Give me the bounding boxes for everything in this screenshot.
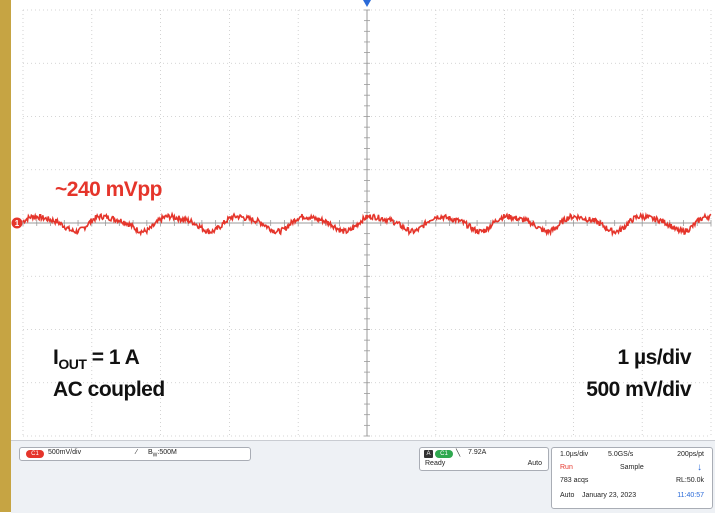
trigger-mode: Auto	[527, 460, 542, 467]
acq-time-div: 1.0µs/div	[560, 451, 589, 458]
trigger-a-badge: A	[424, 450, 433, 458]
waveform-plot: 1	[11, 0, 715, 440]
acq-trigger-mode: Auto	[560, 492, 575, 499]
acq-run-state: Run	[560, 464, 573, 471]
current-annotation: IOUT = 1 A	[53, 346, 140, 372]
current-value: = 1 A	[86, 346, 140, 369]
acq-time: 11:40:57	[677, 492, 704, 499]
channel1-marker	[11, 217, 23, 229]
coupling-annotation: AC coupled	[53, 378, 165, 401]
bandwidth-letter: B	[148, 449, 153, 456]
bandwidth-icon: ⁄	[136, 449, 138, 456]
acquisition-settings[interactable]: 1.0µs/div 5.0GS/s 200ps/pt Run Sample ↓ …	[551, 447, 713, 509]
trigger-position-marker	[363, 0, 371, 7]
status-bar: C1 500mV/div ⁄ BW:500M A C1 ╲ 7.92A Read…	[11, 440, 715, 513]
ch1-waveform	[22, 211, 712, 238]
acq-time-per-point: 200ps/pt	[677, 451, 704, 458]
acq-count: 783 acqs	[560, 477, 589, 484]
acq-mode: Sample	[620, 464, 644, 471]
waveform-svg: 1	[11, 0, 712, 437]
channel1-badge: C1	[26, 450, 44, 458]
trigger-settings[interactable]: A C1 ╲ 7.92A Ready Auto	[419, 447, 549, 471]
channel1-scale: 500mV/div	[48, 449, 82, 456]
channel1-marker-label: 1	[15, 219, 20, 228]
current-subscript: OUT	[58, 356, 87, 372]
channel1-settings[interactable]: C1 500mV/div ⁄ BW:500M	[19, 447, 251, 461]
acq-record-length: RL:50.0k	[675, 477, 704, 484]
trigger-state: Ready	[425, 460, 446, 467]
bandwidth-value: :500M	[157, 449, 177, 456]
falling-edge-icon: ╲	[456, 450, 461, 457]
bandwidth-sub: W	[152, 452, 158, 459]
trigger-level: 7.92A	[468, 449, 487, 456]
acq-sample-rate: 5.0GS/s	[608, 451, 634, 458]
trigger-source-badge: C1	[435, 450, 453, 458]
bandwidth-limit: BW:500M	[148, 449, 177, 458]
oscilloscope-screen: 1 ~240 mVpp IOUT = 1 A AC coupled 1 µs/d…	[11, 0, 715, 513]
time-scale-annotation: 1 µs/div	[617, 346, 692, 369]
volt-scale-annotation: 500 mV/div	[586, 378, 691, 401]
current-symbol: I	[53, 346, 59, 369]
acq-arrow-icon: ↓	[697, 462, 702, 473]
acq-date: January 23, 2023	[582, 492, 637, 499]
amplitude-annotation: ~240 mVpp	[55, 178, 162, 201]
